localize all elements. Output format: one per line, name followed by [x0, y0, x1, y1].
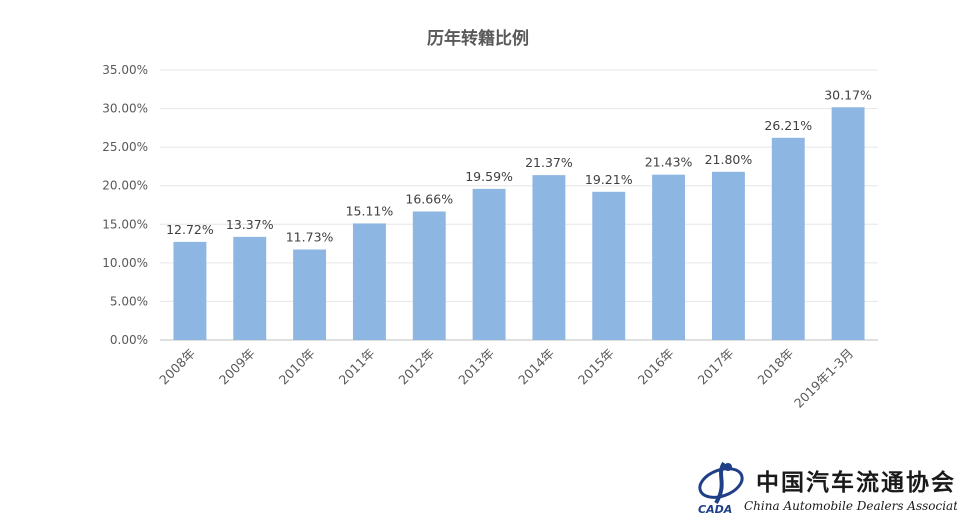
- x-axis: 2008年 2009年 2010年 2011年 2012年 2013年 2014年 2015年…: [156, 346, 856, 411]
- data-label: 26.21%: [764, 118, 812, 133]
- y-tick-label: 20.00%: [102, 179, 148, 193]
- logo-abbr: CADA: [698, 503, 732, 516]
- y-tick-label: 10.00%: [102, 256, 148, 270]
- x-tick-label: 2009年: [216, 346, 258, 388]
- bar: [711, 171, 745, 340]
- logo-name-cn: 中国汽车流通协会: [756, 469, 956, 496]
- logo-name-en: China Automobile Dealers Association: [744, 499, 957, 513]
- data-label: 15.11%: [346, 203, 394, 218]
- y-tick-label: 0.00%: [110, 333, 148, 347]
- data-label: 19.21%: [585, 172, 633, 187]
- x-tick-label: 2012年: [395, 346, 437, 388]
- bar: [293, 249, 327, 340]
- bar: [652, 174, 686, 340]
- data-label: 11.73%: [286, 230, 334, 245]
- bar: [592, 191, 626, 340]
- y-tick-label: 35.00%: [102, 63, 148, 77]
- gridlines: [160, 69, 878, 341]
- bar: [412, 211, 446, 340]
- x-tick-label: 2008年: [156, 346, 198, 388]
- data-label: 16.66%: [405, 191, 453, 206]
- x-tick-label: 2013年: [455, 346, 497, 388]
- data-labels: 12.72% 13.37% 11.73% 15.11% 16.66% 19.59% 21.3…: [166, 87, 872, 244]
- x-tick-label: 2017年: [695, 346, 737, 388]
- y-tick-label: 30.00%: [102, 102, 148, 116]
- bar: [233, 236, 267, 340]
- data-label: 30.17%: [824, 87, 872, 102]
- bar: [352, 223, 386, 340]
- x-tick-label: 2010年: [276, 346, 318, 388]
- x-tick-label: 2014年: [515, 346, 557, 388]
- cada-emblem-icon: CADA: [698, 461, 744, 516]
- bar: [532, 175, 566, 340]
- x-tick-label: 2019年1-3月: [791, 346, 856, 411]
- y-tick-label: 15.00%: [102, 217, 148, 231]
- data-label: 12.72%: [166, 222, 214, 237]
- data-label: 21.80%: [705, 152, 753, 167]
- bar: [472, 188, 506, 340]
- y-tick-label: 5.00%: [110, 294, 148, 308]
- x-tick-label: 2015年: [575, 346, 617, 388]
- bar: [831, 107, 865, 340]
- x-tick-label: 2016年: [635, 346, 677, 388]
- chart-title: 历年转籍比例: [427, 28, 529, 49]
- logo: CADA 中国汽车流通协会 China Automobile Dealers A…: [692, 455, 957, 519]
- bar: [173, 241, 207, 340]
- data-label: 13.37%: [226, 217, 274, 232]
- data-label: 21.43%: [645, 155, 693, 170]
- data-label: 19.59%: [465, 169, 513, 184]
- x-tick-label: 2011年: [336, 346, 378, 388]
- bar: [771, 137, 805, 340]
- y-axis: 0.00% 5.00% 10.00% 15.00% 20.00% 25.00% 30.00%…: [102, 63, 148, 347]
- x-tick-label: 2018年: [754, 346, 796, 388]
- data-label: 21.37%: [525, 155, 573, 170]
- y-tick-label: 25.00%: [102, 140, 148, 154]
- bars: [173, 107, 865, 340]
